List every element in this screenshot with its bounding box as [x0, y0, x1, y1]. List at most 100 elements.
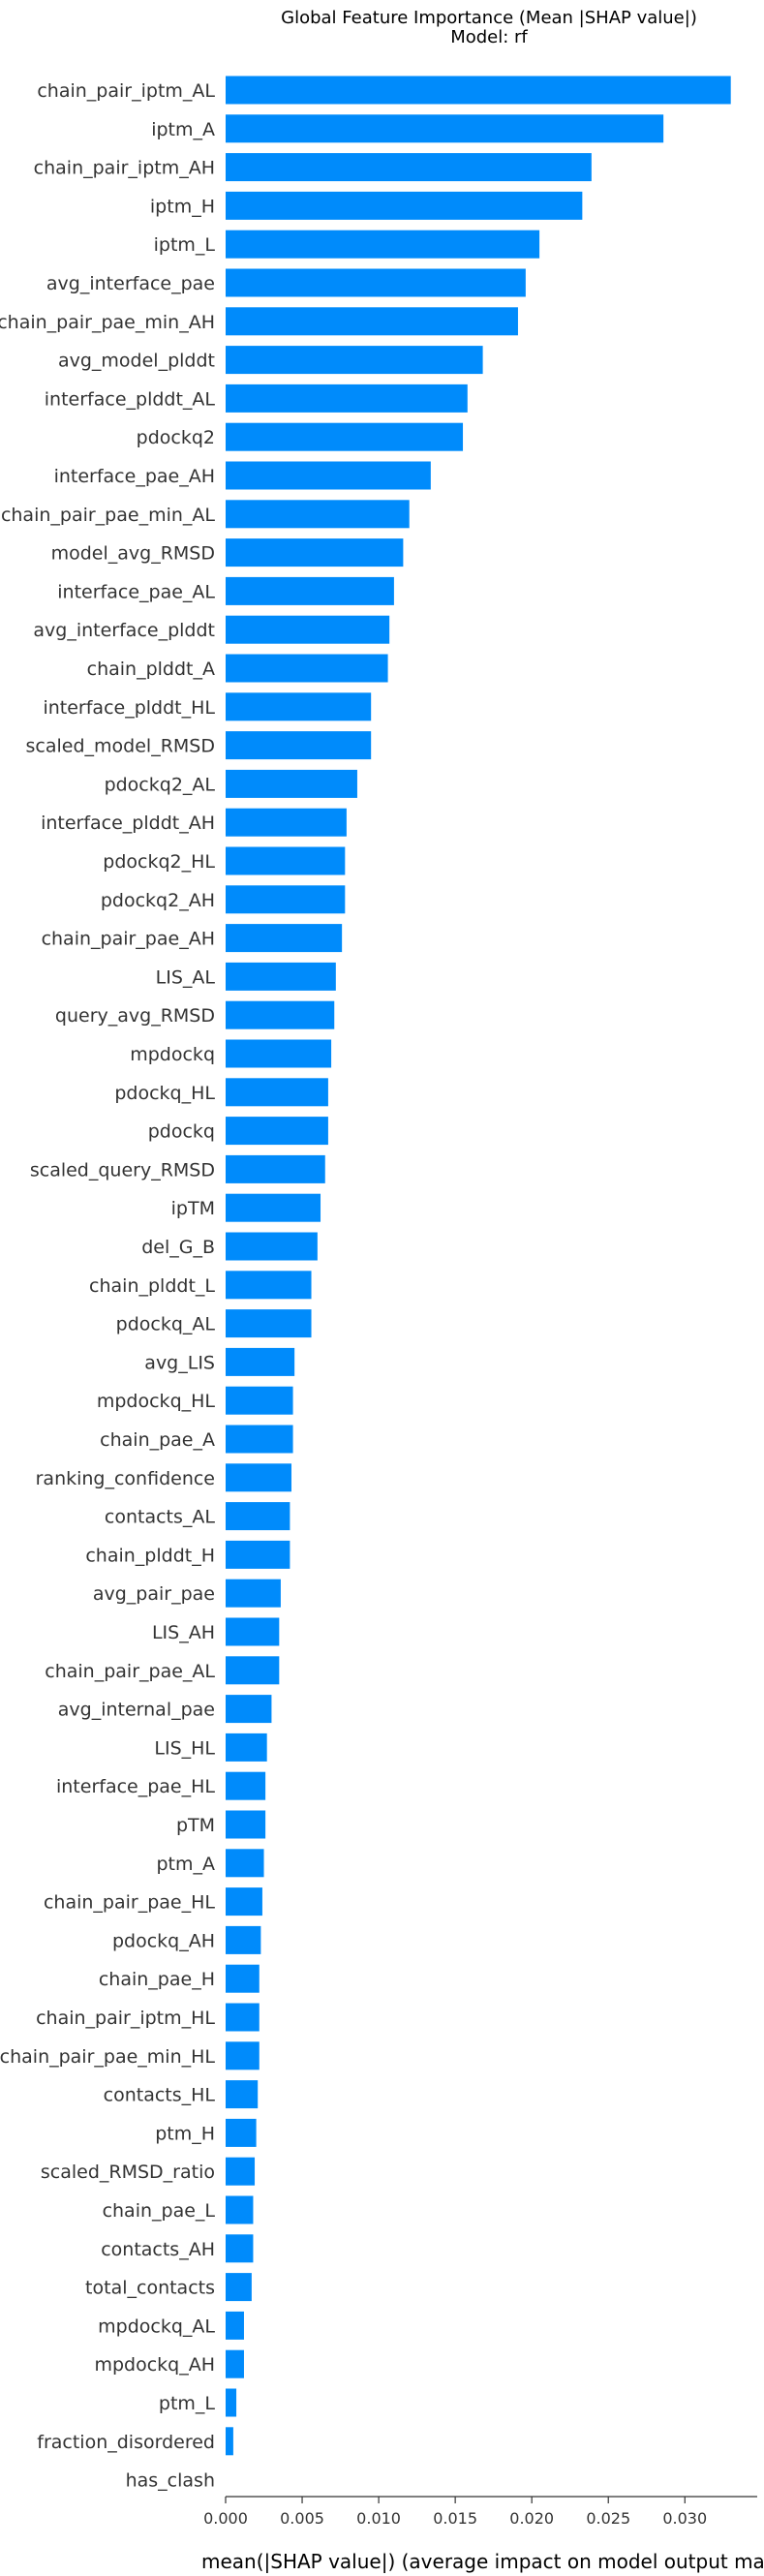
category-label: chain_pair_pae_min_AH [0, 312, 215, 333]
bar-pdockq2_AL [226, 769, 357, 798]
bar-pdockq2 [226, 422, 464, 451]
bar-chain_pair_iptm_AL [226, 76, 731, 105]
category-label: pdockq_AL [116, 1314, 216, 1335]
category-label: iptm_L [154, 234, 216, 256]
category-label: avg_model_plddt [58, 351, 215, 372]
category-label: mpdockq_AL [98, 2315, 215, 2337]
bar-avg_interface_pae [226, 268, 526, 297]
category-label: interface_plddt_AH [41, 813, 215, 834]
bar-ipTM [226, 1193, 321, 1222]
bar-avg_LIS [226, 1347, 295, 1376]
bar-avg_pair_pae [226, 1579, 281, 1608]
bar-chain_pair_pae_HL [226, 1887, 262, 1917]
category-label: pdockq2_AL [105, 774, 216, 795]
bar-pdockq_AL [226, 1309, 312, 1338]
bar-mpdockq_AL [226, 2311, 244, 2340]
category-label: chain_pae_L [103, 2200, 216, 2222]
category-label: total_contacts [85, 2278, 215, 2299]
category-label: scaled_model_RMSD [26, 736, 215, 757]
category-label: LIS_AH [152, 1622, 215, 1643]
category-label: chain_pair_pae_AL [45, 1661, 215, 1682]
category-label: interface_pae_HL [56, 1776, 215, 1797]
category-label: mpdockq_AH [94, 2354, 215, 2376]
bar-LIS_AL [226, 962, 336, 991]
bar-chain_pae_A [226, 1425, 293, 1454]
category-label: chain_plddt_L [89, 1275, 215, 1297]
bar-ptm_A [226, 1849, 264, 1878]
category-label: pdockq_HL [114, 1083, 215, 1104]
category-label: chain_plddt_A [87, 659, 215, 680]
category-label: avg_LIS [144, 1352, 215, 1373]
bar-contacts_AL [226, 1502, 290, 1531]
category-label: avg_interface_pae [46, 273, 215, 294]
category-label: chain_pair_iptm_HL [36, 2008, 215, 2029]
category-label: avg_internal_pae [58, 1700, 215, 1721]
x-tick-label: 0.015 [433, 2509, 477, 2528]
bar-iptm_H [226, 191, 583, 220]
category-label: chain_pair_iptm_AH [34, 158, 215, 179]
bar-scaled_query_RMSD [226, 1154, 325, 1183]
x-tick-label: 0.005 [280, 2509, 324, 2528]
bar-pTM [226, 1810, 266, 1839]
category-label: pTM [176, 1815, 215, 1836]
bar-scaled_model_RMSD [226, 731, 372, 760]
category-label: avg_pair_pae [93, 1583, 215, 1605]
category-label: contacts_AH [101, 2239, 215, 2260]
bar-iptm_A [226, 114, 664, 143]
bar-interface_pae_AH [226, 461, 431, 490]
category-label: interface_plddt_HL [43, 697, 215, 719]
category-label: pdockq2_HL [103, 851, 215, 873]
category-label: LIS_AL [156, 966, 216, 988]
x-tick-label: 0.000 [203, 2509, 248, 2528]
category-label: interface_pae_AH [54, 466, 215, 487]
category-label: has_clash [126, 2470, 215, 2492]
bar-pdockq_AH [226, 1925, 261, 1954]
bar-chain_plddt_L [226, 1271, 312, 1300]
bar-interface_pae_AL [226, 576, 394, 605]
bar-mpdockq [226, 1039, 332, 1068]
category-label: chain_pair_pae_AH [42, 929, 215, 950]
category-label: ptm_L [159, 2393, 216, 2414]
bar-chain_pair_pae_min_HL [226, 2041, 260, 2070]
bar-contacts_HL [226, 2080, 259, 2109]
bar-pdockq [226, 1117, 328, 1146]
category-label: chain_pae_A [100, 1429, 215, 1451]
category-label: chain_pair_pae_min_AL [1, 505, 215, 526]
category-label: chain_pair_pae_min_HL [0, 2046, 215, 2068]
category-label: ptm_A [156, 1854, 215, 1875]
bar-chain_pae_L [226, 2195, 254, 2224]
chart-title: Global Feature Importance (Mean |SHAP va… [281, 8, 697, 28]
category-label: model_avg_RMSD [51, 543, 215, 565]
bar-ranking_confidence [226, 1463, 291, 1492]
category-label: chain_pair_pae_HL [44, 1892, 215, 1914]
category-label: avg_interface_plddt [33, 620, 215, 641]
x-axis-label: mean(|SHAP value|) (average impact on mo… [201, 2550, 764, 2573]
bar-mpdockq_HL [226, 1386, 293, 1415]
bar-chain_pair_pae_AL [226, 1656, 280, 1685]
category-label: del_G_B [141, 1237, 215, 1258]
x-tick-label: 0.030 [662, 2509, 707, 2528]
x-tick-label: 0.025 [586, 2509, 630, 2528]
bar-interface_plddt_HL [226, 692, 372, 721]
bar-chain_pair_pae_AH [226, 924, 343, 953]
category-label: interface_plddt_AL [45, 388, 216, 410]
category-label: ipTM [171, 1198, 215, 1219]
bar-chain_pair_iptm_HL [226, 2003, 260, 2032]
bar-query_avg_RMSD [226, 1000, 335, 1029]
bar-interface_plddt_AL [226, 383, 468, 413]
bar-avg_internal_pae [226, 1695, 272, 1724]
category-label: pdockq2 [137, 427, 215, 448]
bar-ptm_L [226, 2388, 237, 2417]
bar-fraction_disordered [226, 2427, 233, 2456]
bar-scaled_RMSD_ratio [226, 2157, 256, 2186]
category-label: LIS_HL [154, 1737, 215, 1759]
category-label: pdockq2_AH [101, 890, 215, 911]
bar-pdockq2_AH [226, 885, 346, 914]
chart-subtitle: Model: rf [450, 27, 528, 47]
bar-iptm_L [226, 230, 540, 259]
category-label: scaled_query_RMSD [30, 1159, 215, 1181]
bar-mpdockq_AH [226, 2349, 244, 2378]
bar-chain_pair_iptm_AH [226, 153, 592, 182]
bar-interface_pae_HL [226, 1771, 266, 1800]
category-label: chain_pae_H [99, 1969, 215, 1990]
